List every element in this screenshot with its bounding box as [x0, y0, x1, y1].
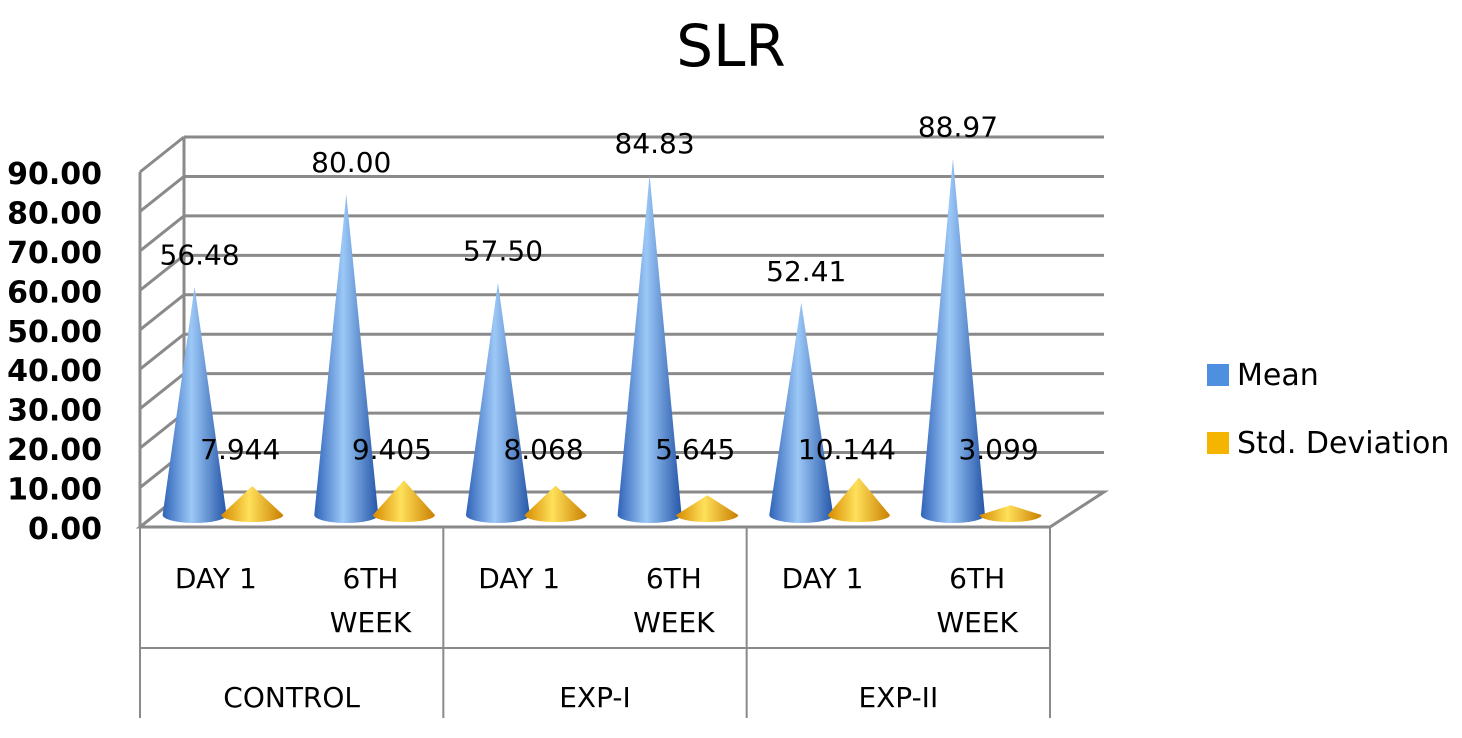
legend-label-mean: Mean: [1237, 357, 1319, 393]
cone-std-deviation: [676, 495, 739, 523]
data-label-mean: 80.00: [311, 146, 391, 179]
cone-std-deviation: [979, 505, 1042, 523]
y-tick-label: 50.00: [7, 315, 102, 350]
cone-mean: [617, 174, 682, 524]
x-category-label: WEEK: [633, 606, 715, 639]
cone-mean: [314, 193, 379, 523]
legend-item-mean: Mean: [1207, 357, 1449, 393]
data-label-mean: 84.83: [615, 127, 695, 160]
data-label-mean: 57.50: [463, 235, 543, 268]
cone-std-deviation: [827, 477, 890, 523]
x-group-label: EXP-II: [858, 681, 938, 714]
data-label-mean: 52.41: [766, 255, 846, 288]
legend-label-std-deviation: Std. Deviation: [1237, 425, 1450, 461]
data-label-mean: 88.97: [918, 111, 998, 144]
x-category-label: WEEK: [936, 606, 1018, 639]
gridline: [139, 174, 1104, 213]
x-category-label: 6TH: [646, 562, 702, 595]
legend-item-std-deviation: Std. Deviation: [1207, 425, 1450, 461]
cone-std-deviation: [221, 486, 284, 522]
y-tick-label: 60.00: [7, 275, 102, 310]
x-category-label: 6TH: [343, 562, 399, 595]
legend-swatch-mean: [1207, 364, 1229, 386]
cone-std-deviation: [524, 485, 587, 523]
y-tick-label: 0.00: [28, 512, 102, 547]
x-category-label: DAY 1: [175, 562, 257, 595]
data-label-mean: 56.48: [160, 239, 240, 272]
legend-swatch-std-deviation: [1207, 432, 1229, 454]
y-tick-label: 10.00: [7, 473, 102, 508]
x-group-label: CONTROL: [223, 681, 360, 714]
cone-std-deviation: [372, 480, 435, 523]
legend: Mean Std. Deviation: [1207, 358, 1449, 494]
cone-mean: [769, 302, 834, 523]
y-tick-label: 70.00: [7, 236, 102, 271]
y-tick-label: 20.00: [7, 433, 102, 468]
cone-mean: [162, 286, 227, 523]
chart-title: SLR: [676, 12, 786, 80]
y-tick-label: 80.00: [7, 196, 102, 231]
data-label-std-deviation: 7.944: [200, 433, 280, 466]
x-category-label: DAY 1: [478, 562, 560, 595]
cone-mean: [465, 282, 530, 523]
gridline: [139, 135, 1104, 174]
x-group-label: EXP-I: [559, 681, 631, 714]
data-label-std-deviation: 3.099: [958, 433, 1038, 466]
x-category-label: WEEK: [330, 606, 412, 639]
data-label-std-deviation: 10.144: [798, 433, 896, 466]
x-category-label: DAY 1: [782, 562, 864, 595]
y-tick-label: 40.00: [7, 354, 102, 389]
y-tick-label: 30.00: [7, 394, 102, 429]
y-tick-label: 90.00: [7, 157, 102, 192]
x-category-label: 6TH: [949, 562, 1005, 595]
data-label-std-deviation: 9.405: [352, 433, 432, 466]
data-label-std-deviation: 5.645: [655, 433, 735, 466]
cone-mean: [920, 158, 985, 523]
data-label-std-deviation: 8.068: [503, 433, 583, 466]
